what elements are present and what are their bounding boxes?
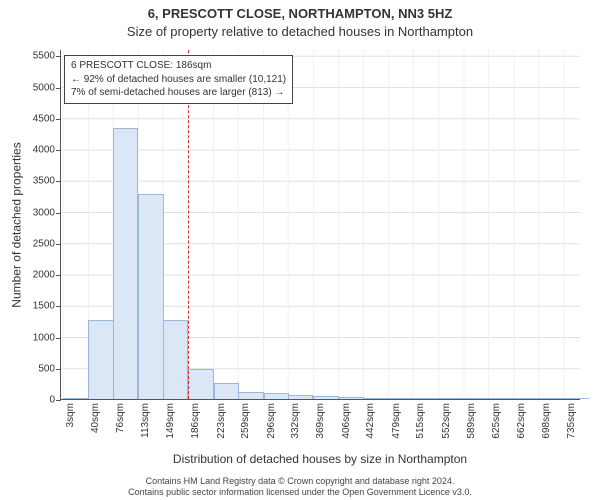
x-tick-label: 442sqm bbox=[365, 399, 376, 439]
x-tick-label: 76sqm bbox=[115, 399, 126, 433]
x-tick-label: 479sqm bbox=[391, 399, 402, 439]
histogram-bar bbox=[188, 369, 213, 399]
y-axis-label: Number of detached properties bbox=[10, 50, 24, 400]
histogram-bar bbox=[88, 320, 113, 399]
y-tick-label: 1500 bbox=[33, 301, 55, 312]
footer-line-1: Contains HM Land Registry data © Crown c… bbox=[0, 476, 600, 487]
x-tick-label: 186sqm bbox=[190, 399, 201, 439]
histogram-bar bbox=[214, 383, 239, 399]
chart-title-main: 6, PRESCOTT CLOSE, NORTHAMPTON, NN3 5HZ bbox=[0, 6, 600, 21]
info-line-1: 6 PRESCOTT CLOSE: 186sqm bbox=[71, 59, 286, 73]
y-tick-label: 2000 bbox=[33, 270, 55, 281]
footer: Contains HM Land Registry data © Crown c… bbox=[0, 476, 600, 499]
x-tick-label: 369sqm bbox=[315, 399, 326, 439]
x-tick-label: 625sqm bbox=[491, 399, 502, 439]
x-tick-label: 259sqm bbox=[240, 399, 251, 439]
info-box: 6 PRESCOTT CLOSE: 186sqm ← 92% of detach… bbox=[64, 55, 293, 104]
chart-title-sub: Size of property relative to detached ho… bbox=[0, 24, 600, 39]
y-tick-label: 4000 bbox=[33, 145, 55, 156]
y-tick-label: 5000 bbox=[33, 82, 55, 93]
x-tick-label: 332sqm bbox=[290, 399, 301, 439]
info-line-3: 7% of semi-detached houses are larger (8… bbox=[71, 86, 286, 100]
x-axis-label: Distribution of detached houses by size … bbox=[60, 452, 580, 466]
histogram-bar bbox=[238, 392, 263, 400]
x-tick-label: 589sqm bbox=[466, 399, 477, 439]
y-tick-label: 1000 bbox=[33, 332, 55, 343]
footer-line-2: Contains public sector information licen… bbox=[0, 487, 600, 498]
x-tick-label: 406sqm bbox=[341, 399, 352, 439]
x-tick-label: 149sqm bbox=[165, 399, 176, 439]
x-tick-label: 552sqm bbox=[441, 399, 452, 439]
x-tick-label: 223sqm bbox=[216, 399, 227, 439]
x-tick-label: 698sqm bbox=[541, 399, 552, 439]
histogram-bar bbox=[138, 194, 163, 399]
y-tick-label: 3500 bbox=[33, 176, 55, 187]
y-tick-label: 4500 bbox=[33, 113, 55, 124]
y-axis-label-text: Number of detached properties bbox=[10, 142, 24, 307]
y-tick-label: 500 bbox=[38, 363, 55, 374]
y-tick-label: 3000 bbox=[33, 207, 55, 218]
plot-area: 6 PRESCOTT CLOSE: 186sqm ← 92% of detach… bbox=[60, 50, 580, 400]
x-tick-label: 3sqm bbox=[65, 399, 76, 427]
info-line-2: ← 92% of detached houses are smaller (10… bbox=[71, 73, 286, 87]
histogram-bar bbox=[113, 128, 138, 399]
x-tick-label: 515sqm bbox=[415, 399, 426, 439]
x-tick-label: 662sqm bbox=[516, 399, 527, 439]
y-tick-label: 0 bbox=[49, 395, 55, 406]
y-tick-label: 5500 bbox=[33, 51, 55, 62]
y-tick-label: 2500 bbox=[33, 238, 55, 249]
histogram-bar bbox=[163, 320, 188, 399]
x-tick-label: 296sqm bbox=[266, 399, 277, 439]
x-tick-label: 735sqm bbox=[566, 399, 577, 439]
x-tick-label: 40sqm bbox=[90, 399, 101, 433]
x-tick-label: 113sqm bbox=[140, 399, 151, 438]
